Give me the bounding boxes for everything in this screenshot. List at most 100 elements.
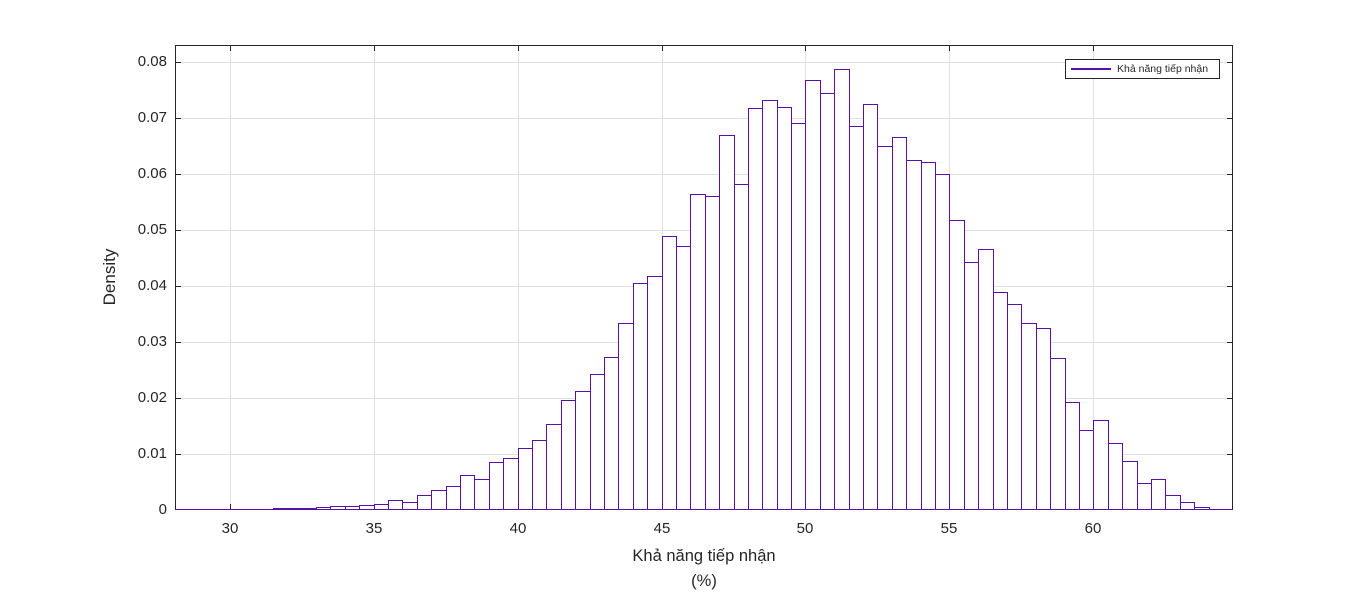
histogram-bar (1151, 479, 1166, 510)
y-gridline (175, 62, 1233, 63)
y-gridline (175, 118, 1233, 119)
histogram-bar (993, 292, 1008, 510)
y-tick-right (1227, 230, 1233, 231)
y-tick-left (175, 174, 181, 175)
histogram-bar (1065, 402, 1080, 510)
x-tick-top (230, 45, 231, 51)
legend: Khả năng tiếp nhận (1065, 59, 1220, 79)
histogram-bar (734, 184, 749, 510)
y-tick-left (175, 118, 181, 119)
x-tick-top (805, 45, 806, 51)
tick-marks-layer (175, 45, 1233, 510)
histogram-bar (561, 400, 576, 510)
x-tick-top (1093, 45, 1094, 51)
histogram-bar (791, 123, 806, 510)
y-tick-right (1227, 342, 1233, 343)
x-tick-label: 60 (1084, 520, 1102, 537)
histogram-bar (690, 194, 706, 510)
histogram-bar (1007, 304, 1022, 510)
histogram-bar (446, 486, 461, 510)
histogram-bar (1079, 430, 1094, 510)
histogram-bar (532, 440, 547, 510)
histogram-bar (590, 374, 605, 510)
y-tick-label: 0.08 (137, 53, 167, 70)
histogram-bars-layer (175, 45, 1233, 510)
y-tick-left (175, 342, 181, 343)
histogram-bar (719, 135, 735, 510)
x-tick-top (374, 45, 375, 51)
x-axis-label: Khả năng tiếp nhận (%) (504, 546, 904, 591)
x-tick-label: 45 (653, 520, 671, 537)
histogram-bar (892, 137, 907, 510)
x-tick-bottom (230, 504, 231, 510)
y-tick-label: 0.07 (137, 109, 167, 126)
histogram-bar (489, 462, 504, 510)
histogram-bar (417, 495, 432, 510)
histogram-baseline (175, 509, 1233, 510)
y-gridline (175, 174, 1233, 175)
y-tick-label: 0.04 (137, 277, 167, 294)
x-tick-top (949, 45, 950, 51)
histogram-bar (1036, 328, 1051, 510)
histogram-bar (1050, 358, 1066, 510)
histogram-bar (618, 323, 634, 510)
histogram-bar (921, 162, 936, 510)
y-tick-left (175, 398, 181, 399)
histogram-bar (647, 276, 663, 510)
x-gridline (518, 45, 519, 510)
histogram-bar (503, 458, 519, 510)
histogram-bar (935, 174, 950, 510)
x-tick-top (662, 45, 663, 51)
histogram-bar (964, 262, 979, 510)
y-tick-label: 0.03 (137, 333, 167, 350)
x-tick-label: 55 (940, 520, 958, 537)
histogram-bar (849, 126, 864, 510)
y-tick-label: 0.01 (137, 445, 167, 462)
histogram-bar (604, 357, 619, 510)
plot-area: Khả năng tiếp nhận (175, 45, 1233, 510)
legend-line-sample (1071, 68, 1111, 70)
legend-label: Khả năng tiếp nhận (1117, 63, 1209, 75)
y-tick-left (175, 286, 181, 287)
x-tick-top (518, 45, 519, 51)
histogram-bar (863, 104, 878, 510)
histogram-bar (662, 236, 677, 510)
y-tick-left (175, 230, 181, 231)
y-tick-right (1227, 286, 1233, 287)
histogram-bar (748, 108, 763, 510)
y-tick-right (1227, 62, 1233, 63)
histogram-bar (834, 69, 850, 510)
y-tick-right (1227, 398, 1233, 399)
histogram-bar (1165, 495, 1181, 510)
histogram-bar (777, 107, 792, 510)
histogram-bar (762, 100, 778, 510)
x-tick-label: 40 (509, 520, 527, 537)
histogram-bar (518, 448, 533, 510)
y-tick-label: 0.06 (137, 165, 167, 182)
x-tick-label: 35 (365, 520, 383, 537)
histogram-bar (1108, 443, 1123, 510)
histogram-bar (460, 475, 475, 510)
y-tick-label: 0 (158, 501, 167, 518)
histogram-bar (575, 391, 591, 510)
x-tick-label: 50 (796, 520, 814, 537)
histogram-bar (633, 283, 648, 510)
histogram-bar (820, 93, 835, 510)
x-gridline (1093, 45, 1094, 510)
y-tick-right (1227, 454, 1233, 455)
x-gridline (374, 45, 375, 510)
y-tick-left (175, 62, 181, 63)
x-tick-label: 30 (221, 520, 239, 537)
histogram-bar (1021, 323, 1037, 510)
histogram-bar (474, 479, 490, 510)
histogram-bar (546, 424, 562, 510)
histogram-bar (1122, 461, 1138, 510)
histogram-bar (705, 196, 720, 510)
histogram-bar (877, 146, 893, 510)
histogram-bar (906, 160, 922, 510)
histogram-bar (949, 220, 965, 510)
histogram-bar (805, 80, 821, 510)
x-axis-label-unit: (%) (691, 572, 717, 590)
histogram-bar (978, 249, 994, 510)
